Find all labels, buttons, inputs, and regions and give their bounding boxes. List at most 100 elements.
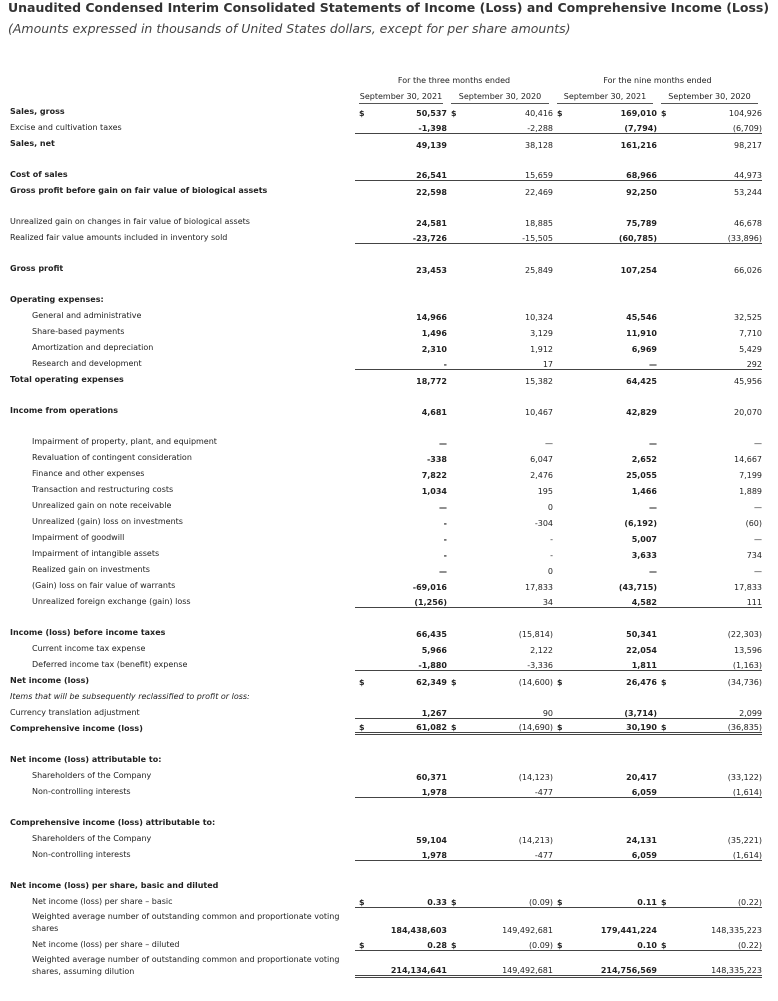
value: 0 <box>547 567 553 576</box>
row-label: Research and development <box>32 359 142 368</box>
spacer <box>447 607 485 608</box>
value: 23,453 <box>416 266 447 275</box>
value: 60,371 <box>416 773 447 782</box>
value: -69,016 <box>412 583 447 592</box>
value: (1,614) <box>692 788 762 798</box>
value: (3,714) <box>590 709 657 719</box>
value: 2,652 <box>631 455 657 464</box>
row-label: Net income (loss) <box>10 676 90 685</box>
value: 179,441,224 <box>600 926 657 935</box>
row-label: Income (loss) before income taxes <box>10 628 166 637</box>
currency-symbol: $ <box>657 898 692 908</box>
row-label: Income from operations <box>10 406 119 415</box>
spacer <box>447 243 485 244</box>
currency-symbol: $ <box>451 109 457 118</box>
group-header: For the three months ended <box>397 76 511 85</box>
value: 1,978 <box>380 788 447 798</box>
column-header: September 30, 2020 <box>451 92 549 104</box>
value: 92,250 <box>626 188 657 197</box>
row-label: Amortization and depreciation <box>32 343 154 352</box>
value: 2,122 <box>530 646 553 655</box>
spacer <box>355 975 380 978</box>
value: (33,122) <box>727 773 762 782</box>
value: (1,614) <box>692 851 762 861</box>
value: 14,966 <box>416 313 447 322</box>
row-label: Deferred income tax (benefit) expense <box>32 660 188 669</box>
value: 40,416 <box>525 109 553 118</box>
value: 44,973 <box>692 171 762 181</box>
spacer <box>657 133 692 134</box>
row: Amortization and depreciation 2,310 1,912 6… <box>10 341 762 357</box>
value: 107,254 <box>620 266 657 275</box>
row-label: Transaction and restructuring costs <box>32 485 174 494</box>
value: 1,978 <box>380 851 447 861</box>
row-label: Non-controlling interests <box>32 850 131 859</box>
spacer <box>355 369 380 370</box>
value: (0.09) <box>485 898 553 908</box>
value: — <box>649 503 657 512</box>
row-label: Unrealized foreign exchange (gain) loss <box>32 597 191 606</box>
value: 0.28 <box>380 941 447 951</box>
value: 104,926 <box>728 109 762 118</box>
value: 1,466 <box>631 487 657 496</box>
value: 66,026 <box>734 266 762 275</box>
row-label: Net income (loss) per share – basic <box>32 897 173 906</box>
value: — <box>649 439 657 448</box>
value: 6,059 <box>590 851 657 861</box>
value: -477 <box>485 851 553 861</box>
row: Unrealized foreign exchange (gain) loss (… <box>10 595 762 611</box>
value: 68,966 <box>590 171 657 181</box>
value: — <box>439 567 447 576</box>
value: 15,382 <box>525 377 553 386</box>
group-header-row: For the three months ended For the nine m… <box>10 72 762 89</box>
spacer <box>553 180 590 181</box>
value: (22,303) <box>727 630 762 639</box>
row: Operating expenses: <box>10 293 762 309</box>
spacer <box>657 860 692 861</box>
section: Operating expenses: General and administr… <box>10 293 762 389</box>
row: Current income tax expense 5,966 2,122 22,0… <box>10 642 762 658</box>
row: Shareholders of the Company 60,371 (14,123… <box>10 769 762 785</box>
value: (1,163) <box>692 661 762 671</box>
value: 22,598 <box>416 188 447 197</box>
value: (14,690) <box>485 723 553 735</box>
spacer <box>355 243 380 244</box>
row: Weighted average number of outstanding c… <box>10 911 762 938</box>
row-label: Operating expenses: <box>10 295 104 304</box>
spacer <box>355 718 380 719</box>
value: -1,880 <box>380 661 447 671</box>
row-label: Unrealized gain on changes in fair value… <box>10 217 250 226</box>
value: 5,007 <box>631 535 657 544</box>
row: Excise and cultivation taxes -1,398 -2,288… <box>10 121 762 137</box>
value: -338 <box>426 455 447 464</box>
value: 1,496 <box>421 329 447 338</box>
value: 11,910 <box>626 329 657 338</box>
spacer <box>657 369 692 370</box>
value: 50,537 <box>416 109 447 118</box>
row: Items that will be subsequently reclassi… <box>10 690 762 706</box>
row: Impairment of intangible assets - - 3,633 73… <box>10 547 762 563</box>
row: (Gain) loss on fair value of warrants -69… <box>10 579 762 595</box>
row: General and administrative 14,966 10,324 45… <box>10 309 762 325</box>
value: 98,217 <box>734 141 762 150</box>
row-label: Revaluation of contingent consideration <box>32 453 192 462</box>
column-headers: For the three months ended For the nine m… <box>10 72 762 106</box>
value: 38,128 <box>525 141 553 150</box>
spacer <box>553 369 590 370</box>
currency-symbol: $ <box>553 898 590 908</box>
value: 17 <box>485 360 553 370</box>
row-label: Cost of sales <box>10 170 68 179</box>
value: 25,055 <box>626 471 657 480</box>
value: (7,794) <box>590 124 657 134</box>
spacer <box>657 670 692 671</box>
row: Realized fair value amounts included in … <box>10 231 762 247</box>
row: Gross profit 23,453 25,849 107,254 66,026 <box>10 262 762 278</box>
value: 6,969 <box>631 345 657 354</box>
section: Gross profit 23,453 25,849 107,254 66,026 <box>10 262 762 278</box>
section: Cost of sales 26,541 15,659 68,966 44,973 Gro… <box>10 168 762 200</box>
row-label: Items that will be subsequently reclassi… <box>10 692 250 701</box>
value: -304 <box>534 519 553 528</box>
row-label: Net income (loss) per share, basic and d… <box>10 881 219 890</box>
value: - <box>443 551 447 560</box>
row: Net income (loss) $62,349 $ (14,600) $26,476… <box>10 674 762 690</box>
